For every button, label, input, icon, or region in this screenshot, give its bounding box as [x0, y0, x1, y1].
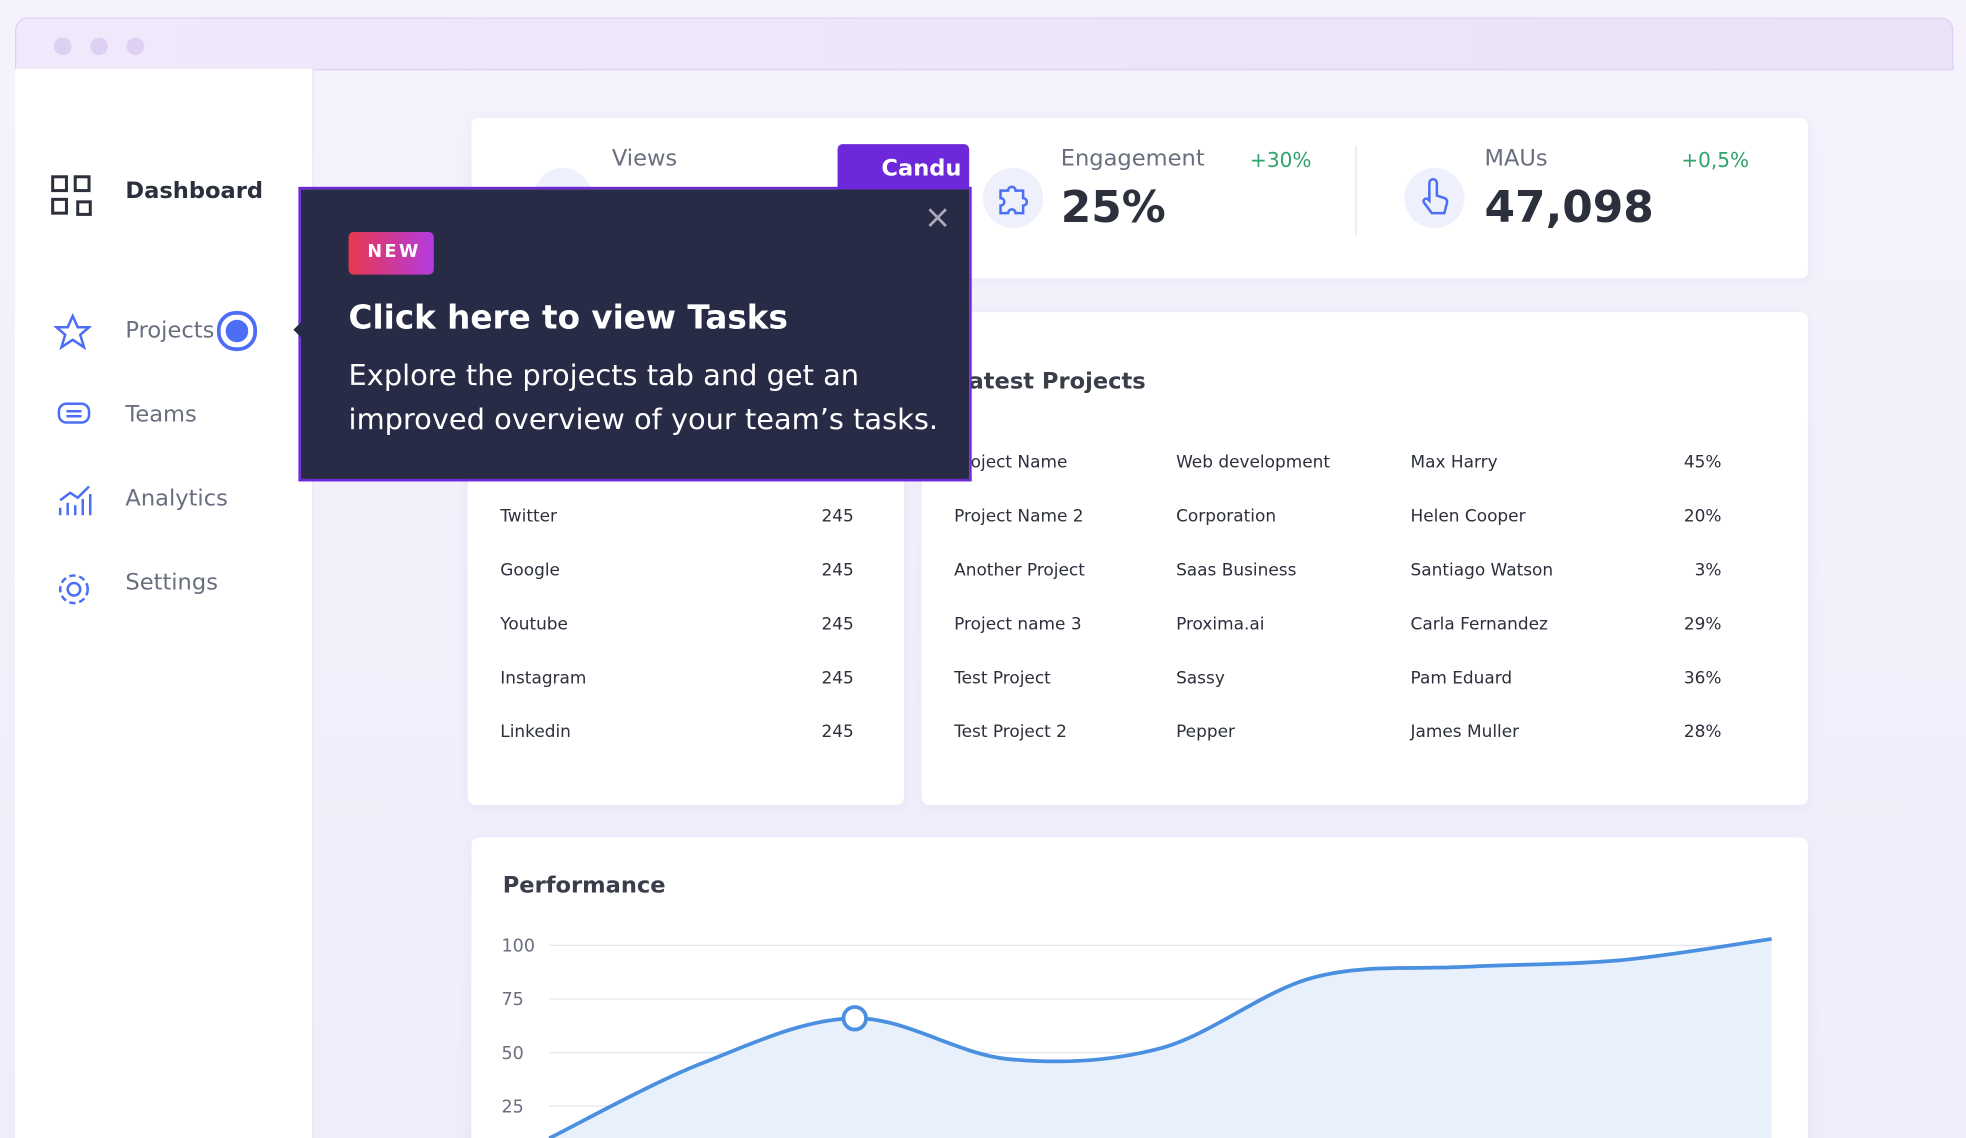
- icon: [53, 313, 92, 351]
- stat-label: MAUs: [1484, 145, 1548, 172]
- cell: Project name 3: [954, 614, 1082, 635]
- cell: 245: [821, 614, 854, 635]
- tag: Candu: [881, 155, 962, 182]
- cell: Corporation: [1176, 506, 1277, 527]
- cell: 36%: [1683, 668, 1722, 689]
- cell: Youtube: [500, 614, 568, 635]
- cell: Saas Business: [1176, 560, 1297, 581]
- title-bar: [15, 17, 1954, 71]
- cell: 20%: [1683, 506, 1722, 527]
- nav-item[interactable]: Teams: [125, 401, 197, 428]
- icon: [58, 574, 90, 605]
- cell: Max Harry: [1410, 452, 1498, 473]
- cell: Carla Fernandez: [1410, 614, 1548, 635]
- cell: Instagram: [500, 668, 587, 689]
- cell: 28%: [1683, 722, 1722, 743]
- cell: Another Project: [954, 560, 1085, 581]
- sidebar: [15, 68, 314, 1138]
- card-title: Latest Projects: [954, 368, 1146, 395]
- y-tick-label: 50: [502, 1044, 524, 1064]
- nav-item[interactable]: Analytics: [125, 485, 228, 512]
- tag-box: [837, 144, 970, 190]
- cell: Web development: [1176, 452, 1331, 473]
- cell: Pepper: [1176, 722, 1235, 743]
- cell: Google: [500, 560, 560, 581]
- badge-box: [348, 231, 434, 275]
- y-tick-label: 75: [502, 990, 524, 1010]
- cell: Pam Eduard: [1410, 668, 1513, 689]
- cell: Proxima.ai: [1176, 614, 1265, 635]
- close-button[interactable]: ×: [924, 199, 952, 237]
- cell: James Muller: [1410, 722, 1520, 743]
- icon: [58, 485, 92, 516]
- cell: 245: [821, 722, 854, 743]
- projects-card: [921, 312, 1808, 805]
- icon: [51, 175, 92, 216]
- point: [841, 1005, 868, 1032]
- cell: Helen Cooper: [1410, 506, 1526, 527]
- stat-change: +30%: [1250, 147, 1312, 172]
- cell: Test Project 2: [954, 722, 1067, 743]
- cell: 3%: [1694, 560, 1722, 581]
- cell: Santiago Watson: [1410, 560, 1554, 581]
- icon: [57, 402, 91, 424]
- stat-label: Engagement: [1060, 145, 1205, 172]
- y-tick-label: 25: [502, 1097, 524, 1117]
- stat-value: 25%: [1060, 183, 1166, 234]
- y-tick-label: 100: [502, 937, 536, 957]
- cell: 29%: [1683, 614, 1722, 635]
- area-fill: [549, 938, 1772, 1138]
- cell: Project Name 2: [954, 506, 1084, 527]
- cell: Linkedin: [500, 722, 571, 743]
- nav-item[interactable]: Projects: [125, 317, 215, 344]
- cell: 245: [821, 668, 854, 689]
- tooltip: × Candu NEW Click here to view Tasks Explor…: [293, 144, 972, 482]
- nav-item[interactable]: Settings: [125, 569, 218, 596]
- stat-value: 47,098: [1484, 183, 1654, 234]
- hotspot[interactable]: [216, 310, 258, 352]
- cell: 245: [821, 560, 854, 581]
- chart-title: Performance: [503, 873, 666, 899]
- nav-item[interactable]: Dashboard: [125, 178, 264, 205]
- cell: 45%: [1683, 452, 1722, 473]
- cell: Test Project: [954, 668, 1051, 689]
- badge: NEW: [367, 241, 421, 263]
- stat-change: +0,5%: [1681, 147, 1750, 172]
- cell: Project Name: [954, 452, 1068, 473]
- line: [548, 937, 1772, 1138]
- cell: 245: [821, 506, 854, 527]
- cell: Twitter: [500, 506, 558, 527]
- cell: Sassy: [1176, 668, 1225, 689]
- stat-label: Views: [611, 145, 678, 172]
- tooltip-title: Click here to view Tasks: [348, 299, 788, 338]
- tooltip-body: Explore the projects tab and get an impr…: [348, 359, 939, 437]
